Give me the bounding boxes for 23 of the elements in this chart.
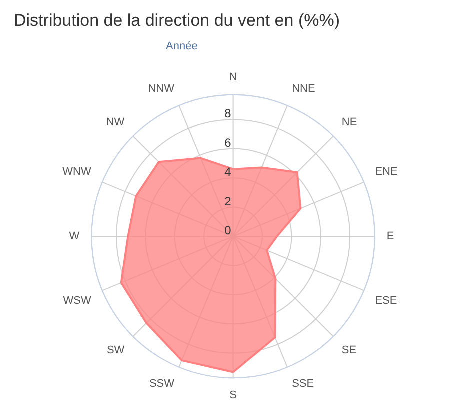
y-tick-label: 2 — [224, 194, 232, 208]
spoke-label: SSE — [292, 378, 314, 390]
y-tick-label: 4 — [224, 165, 232, 180]
spoke-label: N — [229, 71, 238, 84]
spoke-label: W — [69, 230, 80, 242]
y-tick-label: 8 — [224, 106, 232, 121]
y-tick-label: 6 — [224, 136, 232, 150]
spoke-label: SE — [342, 344, 357, 357]
chart-title: Distribution de la direction du vent en (%%) — [14, 11, 340, 30]
spoke-label: S — [230, 390, 237, 402]
chart-subtitle: Année — [166, 40, 198, 52]
spoke-label: ENE — [375, 166, 398, 178]
spoke-label: WSW — [63, 294, 92, 307]
spoke-label: SW — [106, 344, 126, 357]
spoke-label: NNW — [148, 83, 176, 96]
spoke-label: E — [386, 230, 394, 242]
y-tick-label: 0 — [224, 224, 232, 238]
spoke-label: NW — [106, 116, 126, 128]
spoke-label: NE — [342, 116, 358, 128]
spoke-label: ESE — [375, 294, 398, 307]
spoke-label: WNW — [62, 166, 92, 178]
spoke-label: SSW — [149, 378, 176, 390]
spoke-label: NNE — [292, 83, 316, 96]
